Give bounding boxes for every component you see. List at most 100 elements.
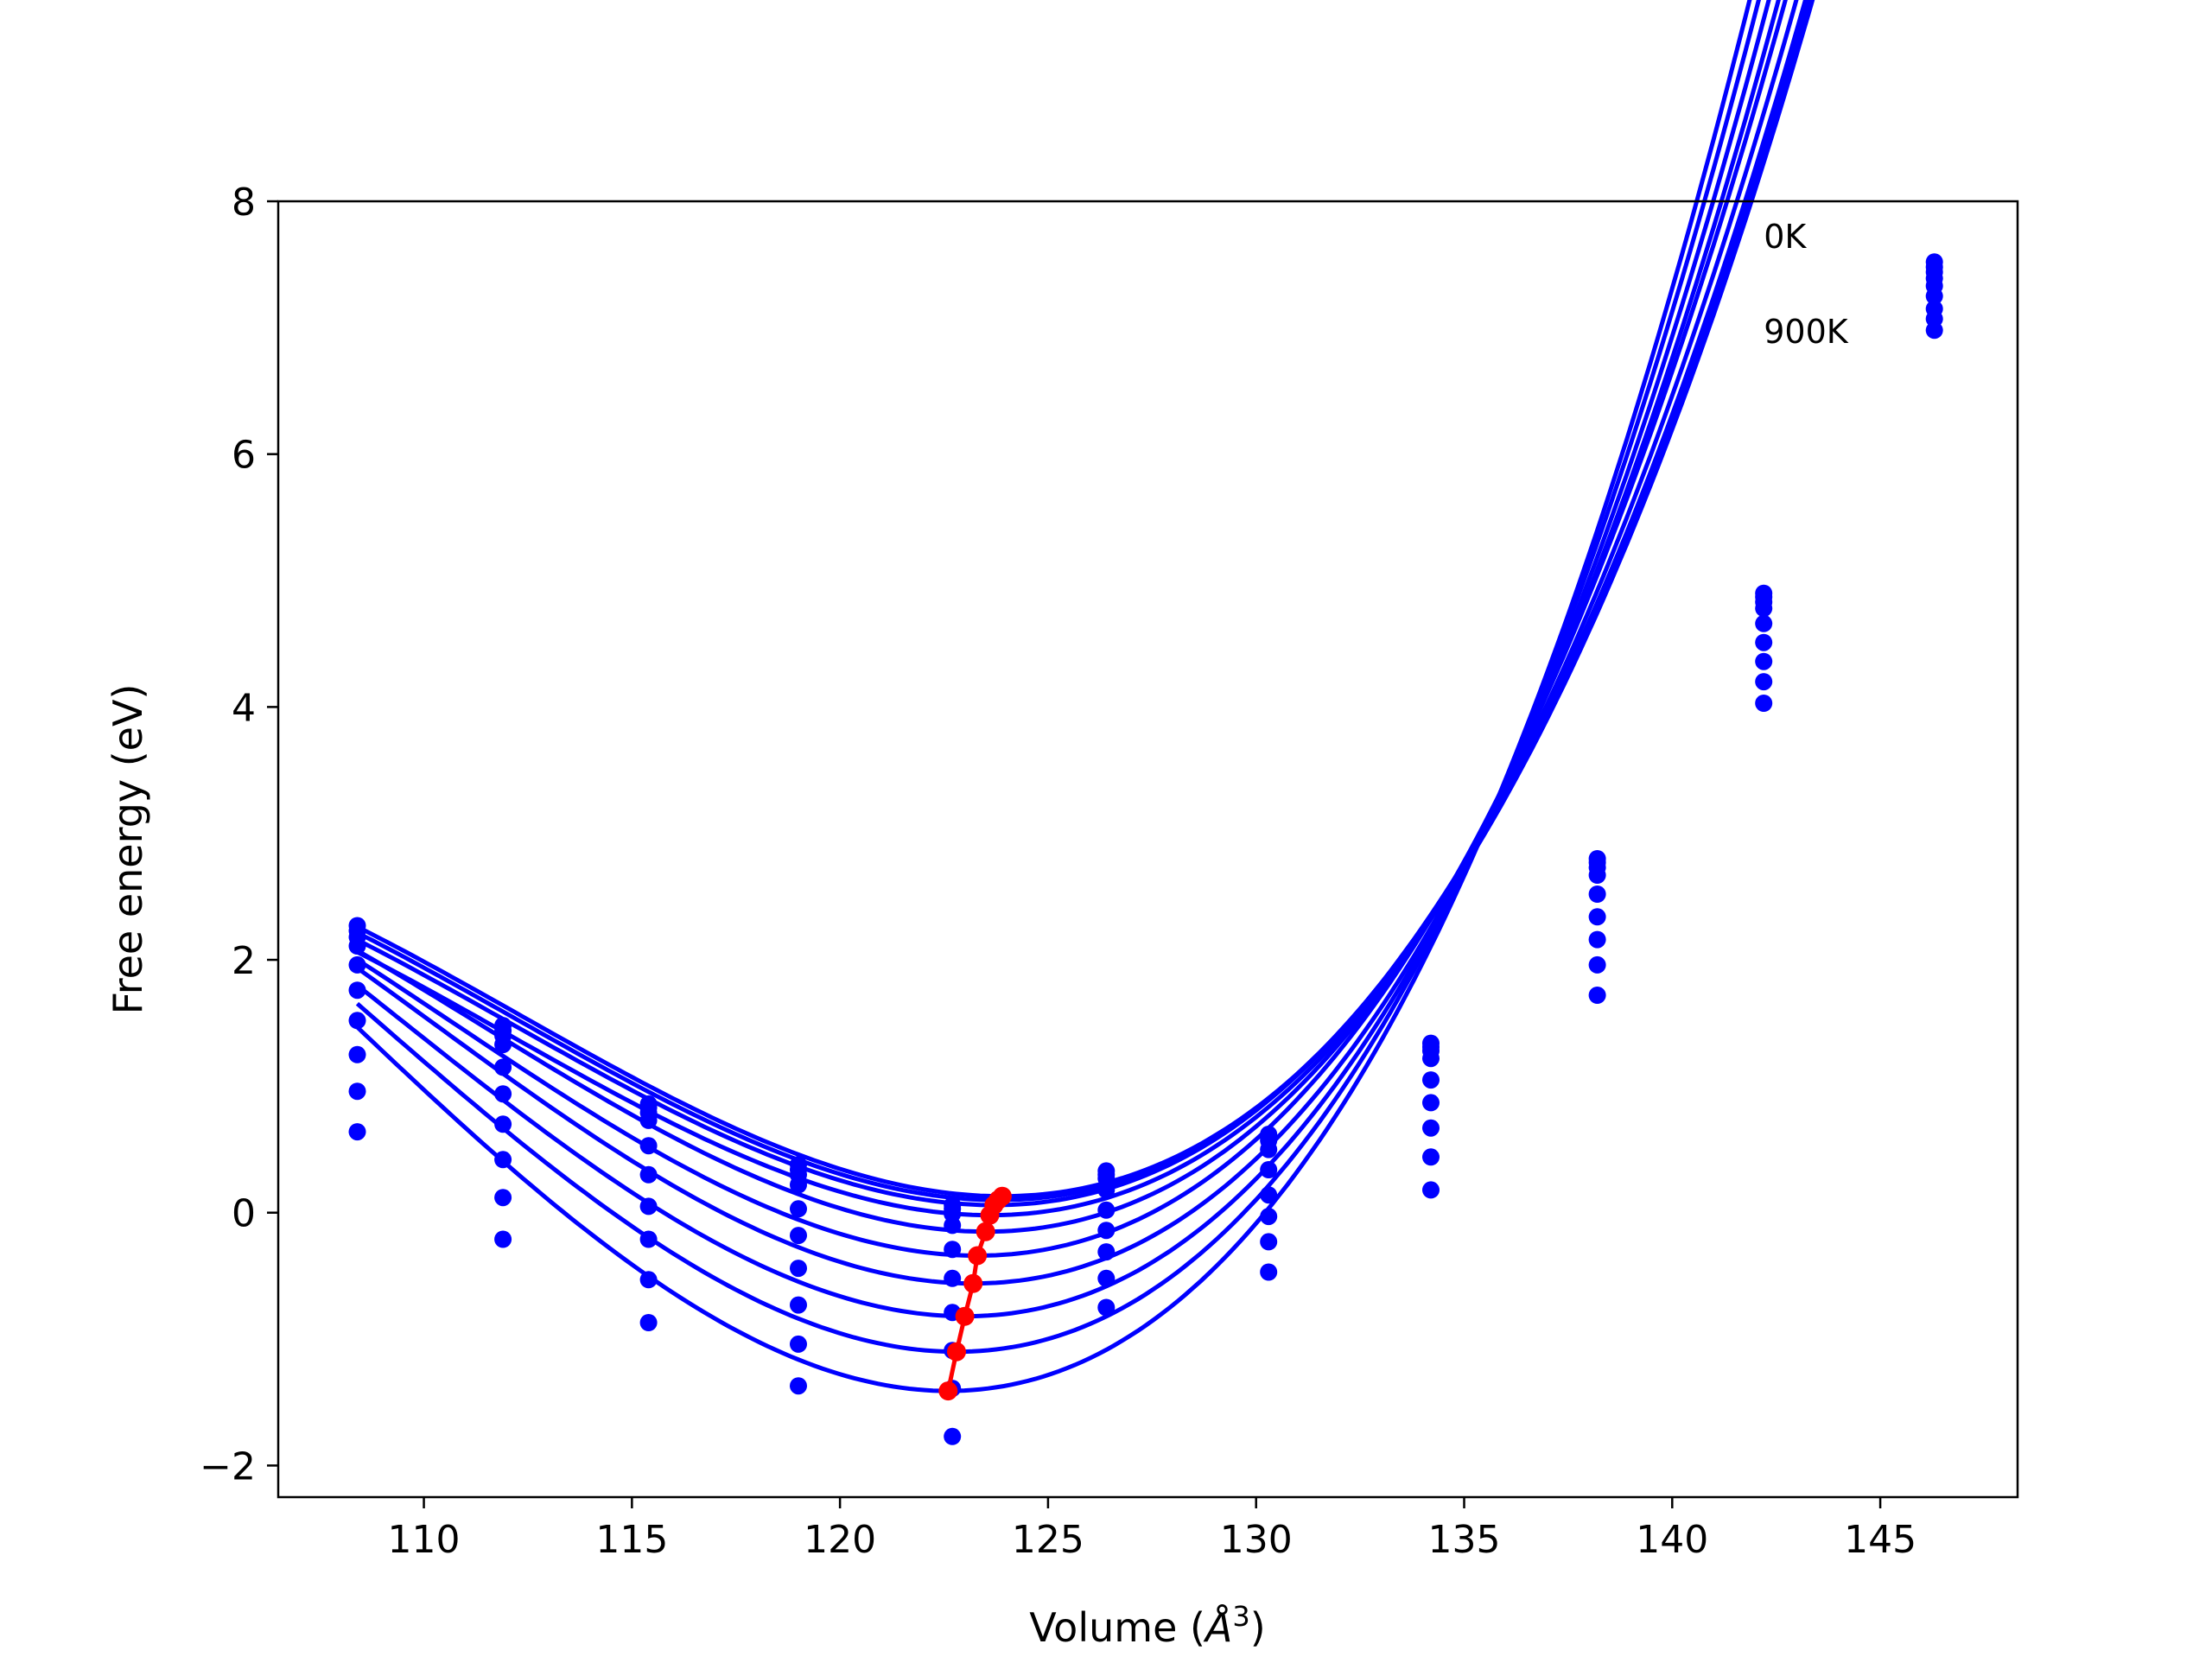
data-point-s4-3	[639, 1111, 658, 1129]
minimum-point-4	[963, 1273, 983, 1293]
data-point-s8-10	[1755, 673, 1773, 691]
data-point-s5-4	[790, 1200, 807, 1218]
data-point-s6-9	[1588, 908, 1606, 926]
data-point-s10-1	[348, 1123, 366, 1141]
data-point-s5-9	[1588, 885, 1606, 903]
data-point-s8-8	[1422, 1148, 1440, 1166]
data-point-s4-8	[1422, 1050, 1440, 1068]
data-point-s9-3	[639, 1271, 658, 1289]
minimum-point-6	[976, 1222, 995, 1241]
annotation-2: 900K	[1764, 313, 1849, 351]
data-point-s7-8	[1422, 1119, 1440, 1137]
data-point-s7-9	[1588, 930, 1606, 949]
data-point-s7-2	[494, 1115, 512, 1133]
y-tick-label-4: 4	[232, 686, 256, 730]
minimum-point-10	[992, 1186, 1012, 1206]
data-points	[348, 253, 1943, 1445]
y-tick-label--2: −2	[200, 1444, 256, 1488]
annotations: 0K 900K	[1764, 218, 1849, 351]
data-point-s9-2	[494, 1189, 512, 1207]
data-point-s6-5	[944, 1269, 962, 1287]
data-point-s10-4	[790, 1377, 807, 1395]
data-point-s5-5	[944, 1241, 962, 1259]
data-point-s6-4	[790, 1227, 807, 1245]
data-point-s6-7	[1260, 1186, 1278, 1204]
data-point-s4-7	[1260, 1140, 1278, 1158]
data-point-s10-5	[944, 1427, 962, 1445]
fit-curve-6	[356, 0, 1788, 1258]
data-point-s8-9	[1588, 955, 1606, 974]
data-point-s9-10	[1755, 695, 1773, 712]
data-point-s5-6	[1097, 1201, 1116, 1219]
plot-background	[278, 201, 2018, 1497]
data-point-s6-6	[1097, 1222, 1116, 1240]
data-point-s6-8	[1422, 1094, 1440, 1112]
data-point-s9-9	[1588, 987, 1606, 1004]
plot-frame	[276, 200, 2019, 1499]
x-axis-ticks: 110 115 120 125 130 135 140 145	[388, 1497, 1916, 1562]
data-point-s4-5	[944, 1216, 962, 1235]
data-point-s7-4	[790, 1260, 807, 1278]
data-point-s4-4	[790, 1176, 807, 1194]
fit-curve-5	[356, 0, 1799, 1235]
y-tick-label-0: 0	[232, 1192, 256, 1236]
data-point-s5-2	[494, 1058, 512, 1076]
x-tick-label-115: 115	[595, 1518, 668, 1562]
x-tick-label-110: 110	[388, 1518, 461, 1562]
data-point-s6-2	[494, 1085, 512, 1103]
data-point-s7-7	[1260, 1208, 1278, 1226]
data-point-s5-7	[1260, 1161, 1278, 1178]
x-tick-label-135: 135	[1428, 1518, 1501, 1562]
data-point-s5-8	[1422, 1071, 1440, 1089]
fit-curve-4	[356, 0, 1808, 1218]
data-point-s9-4	[790, 1335, 807, 1353]
data-point-s8-4	[790, 1296, 807, 1314]
fitted-curves	[355, 0, 1815, 1393]
data-point-s8-1	[348, 1045, 366, 1063]
fit-curve-7	[356, 0, 1781, 1286]
data-point-s8-3	[639, 1230, 658, 1248]
data-point-s4-10	[1755, 600, 1773, 618]
y-tick-label-2: 2	[232, 939, 256, 983]
data-point-s10-2	[494, 1230, 512, 1248]
y-axis-label: Free energy (eV)	[105, 684, 151, 1015]
x-axis-label: Volume (Å3)	[1029, 1600, 1265, 1651]
data-point-s4-2	[494, 1036, 512, 1054]
data-point-s10-3	[639, 1314, 658, 1331]
minimum-point-2	[947, 1342, 966, 1362]
data-point-s7-3	[639, 1197, 658, 1216]
data-point-s6-1	[348, 981, 366, 1000]
fit-curve-10	[355, 0, 1752, 1393]
data-point-s7-6	[1097, 1243, 1116, 1261]
x-tick-label-130: 130	[1220, 1518, 1293, 1562]
data-point-s6-10	[1755, 633, 1773, 651]
data-point-s9-11	[1925, 321, 1943, 340]
x-tick-label-120: 120	[804, 1518, 876, 1562]
data-point-s4-1	[348, 937, 366, 955]
data-point-s9-8	[1422, 1181, 1440, 1199]
x-tick-label-125: 125	[1012, 1518, 1084, 1562]
annotation-1: 0K	[1764, 218, 1807, 256]
data-point-s7-1	[348, 1012, 366, 1030]
y-tick-label-6: 6	[232, 434, 256, 478]
data-point-s6-3	[639, 1165, 658, 1184]
minima-path	[938, 1186, 1012, 1401]
fit-curve-8	[355, 0, 1771, 1319]
data-point-s5-3	[639, 1137, 658, 1155]
data-point-s9-6	[1097, 1298, 1116, 1317]
x-tick-label-145: 145	[1844, 1518, 1916, 1562]
x-tick-label-140: 140	[1636, 1518, 1708, 1562]
minimum-point-3	[955, 1306, 975, 1326]
data-point-s7-10	[1755, 652, 1773, 670]
minimum-point-1	[938, 1381, 958, 1401]
y-tick-label-8: 8	[232, 181, 256, 225]
data-point-s6-11	[1925, 287, 1943, 305]
data-point-s5-10	[1755, 614, 1773, 632]
data-point-s8-2	[494, 1151, 512, 1169]
minimum-point-5	[968, 1246, 988, 1266]
data-point-s5-1	[348, 955, 366, 974]
data-point-s4-6	[1097, 1181, 1116, 1199]
fit-curve-9	[355, 0, 1761, 1355]
